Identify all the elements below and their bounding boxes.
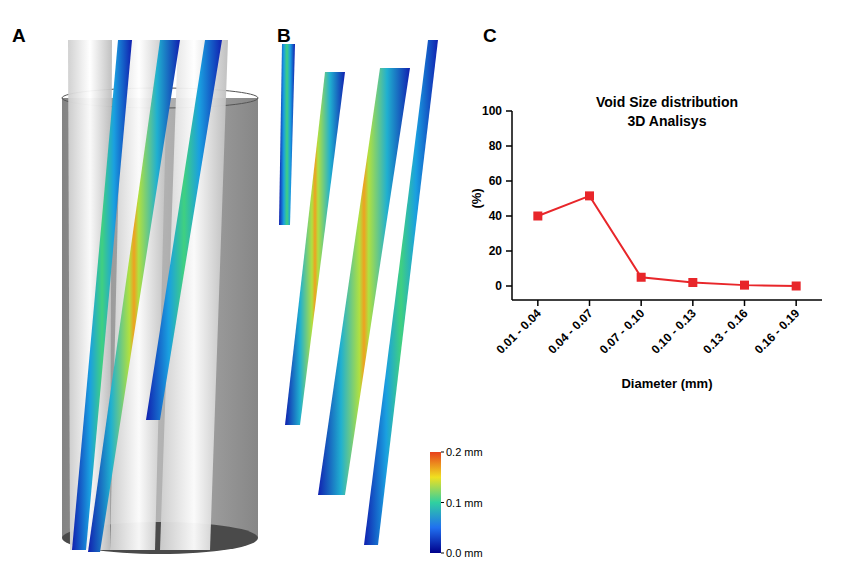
colorbar-tick <box>441 502 444 503</box>
data-marker <box>740 281 749 290</box>
x-tick <box>589 300 591 306</box>
panel-letter: C <box>483 25 497 46</box>
y-tick <box>506 110 512 112</box>
y-tick-label: 100 <box>482 104 502 118</box>
y-tick-label: 60 <box>489 174 503 188</box>
x-tick <box>640 300 642 306</box>
y-tick <box>506 145 512 147</box>
x-tick <box>795 300 797 306</box>
colorbar-label: 0.2 mm <box>446 446 483 458</box>
x-axis-title: Diameter (mm) <box>621 376 712 391</box>
x-tick-label: 0.16 - 0.19 <box>752 306 803 357</box>
x-tick-label: 0.04 - 0.07 <box>545 306 596 357</box>
void-strip <box>279 44 295 225</box>
panel-letter: A <box>12 25 26 46</box>
data-marker <box>637 273 646 282</box>
panel-a <box>62 40 258 554</box>
data-line <box>538 196 796 286</box>
chart-subtitle: 3D Analisys <box>628 113 707 129</box>
x-tick <box>537 300 539 306</box>
data-marker <box>688 278 697 287</box>
panel-letter: B <box>277 25 291 46</box>
figure: A B C 0.2 mm 0.1 mm 0.0 mm Void Size distribut… <box>0 0 846 570</box>
y-axis <box>511 111 513 300</box>
colorbar <box>430 452 441 553</box>
colorbar-tick <box>441 452 444 453</box>
x-axis <box>512 299 822 301</box>
data-marker <box>792 282 801 291</box>
colorbar-tick <box>441 553 444 554</box>
void-strip <box>364 40 438 545</box>
y-tick <box>506 250 512 252</box>
x-tick <box>692 300 694 306</box>
colorbar-label: 0.1 mm <box>446 497 483 509</box>
x-tick-label: 0.10 - 0.13 <box>648 306 699 357</box>
y-axis-title: (%) <box>469 188 484 208</box>
y-tick-label: 80 <box>489 139 503 153</box>
y-tick-label: 40 <box>489 209 503 223</box>
data-marker <box>533 212 542 221</box>
x-tick <box>744 300 746 306</box>
data-marker <box>585 191 594 200</box>
colorbar-label: 0.0 mm <box>446 547 483 559</box>
y-tick-label: 20 <box>489 244 503 258</box>
y-tick <box>506 285 512 287</box>
plot-data <box>533 191 800 290</box>
y-tick <box>506 180 512 182</box>
y-tick-label: 0 <box>495 279 502 293</box>
panel-b <box>279 40 438 545</box>
y-tick <box>506 215 512 217</box>
void-strip <box>146 40 222 420</box>
void-strip <box>318 68 410 495</box>
x-tick-label: 0.01 - 0.04 <box>493 306 544 357</box>
chart-title: Void Size distribution <box>596 94 738 110</box>
x-tick-label: 0.13 - 0.16 <box>700 306 751 357</box>
x-tick-label: 0.07 - 0.10 <box>597 306 648 357</box>
